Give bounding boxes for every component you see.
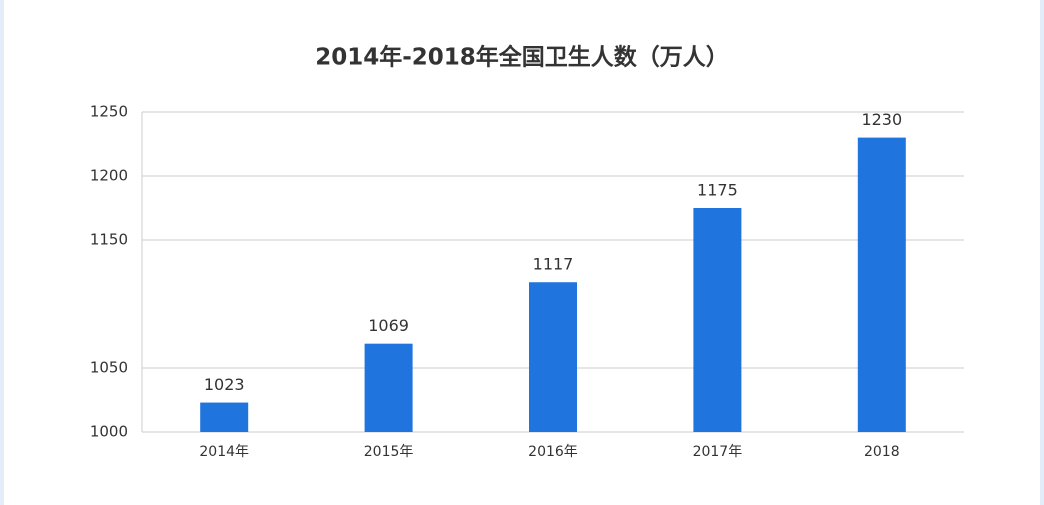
y-tick-label: 1000 xyxy=(90,423,128,441)
bar xyxy=(364,343,413,432)
y-tick-label: 1250 xyxy=(90,103,128,121)
x-tick-label: 2015年 xyxy=(364,444,414,460)
chart-title: 2014年-2018年全国卫生人数（万人） xyxy=(315,44,729,71)
data-label: 1117 xyxy=(533,255,574,274)
data-label: 1069 xyxy=(368,316,409,335)
bar xyxy=(200,402,249,432)
y-tick-label: 1150 xyxy=(90,231,128,249)
bar xyxy=(693,208,742,432)
y-tick-label: 1050 xyxy=(90,359,128,377)
data-label: 1023 xyxy=(204,375,245,394)
bar xyxy=(529,282,577,432)
left-border xyxy=(0,0,4,505)
x-tick-label: 2018 xyxy=(864,444,900,460)
x-tick-label: 2014年 xyxy=(199,444,249,460)
x-tick-label: 2017年 xyxy=(693,444,743,460)
x-tick-label: 2016年 xyxy=(528,444,578,460)
data-label: 1230 xyxy=(861,110,902,129)
right-border xyxy=(1040,0,1044,505)
y-tick-label: 1200 xyxy=(90,167,128,185)
bar xyxy=(857,137,906,432)
data-label: 1175 xyxy=(697,181,738,200)
